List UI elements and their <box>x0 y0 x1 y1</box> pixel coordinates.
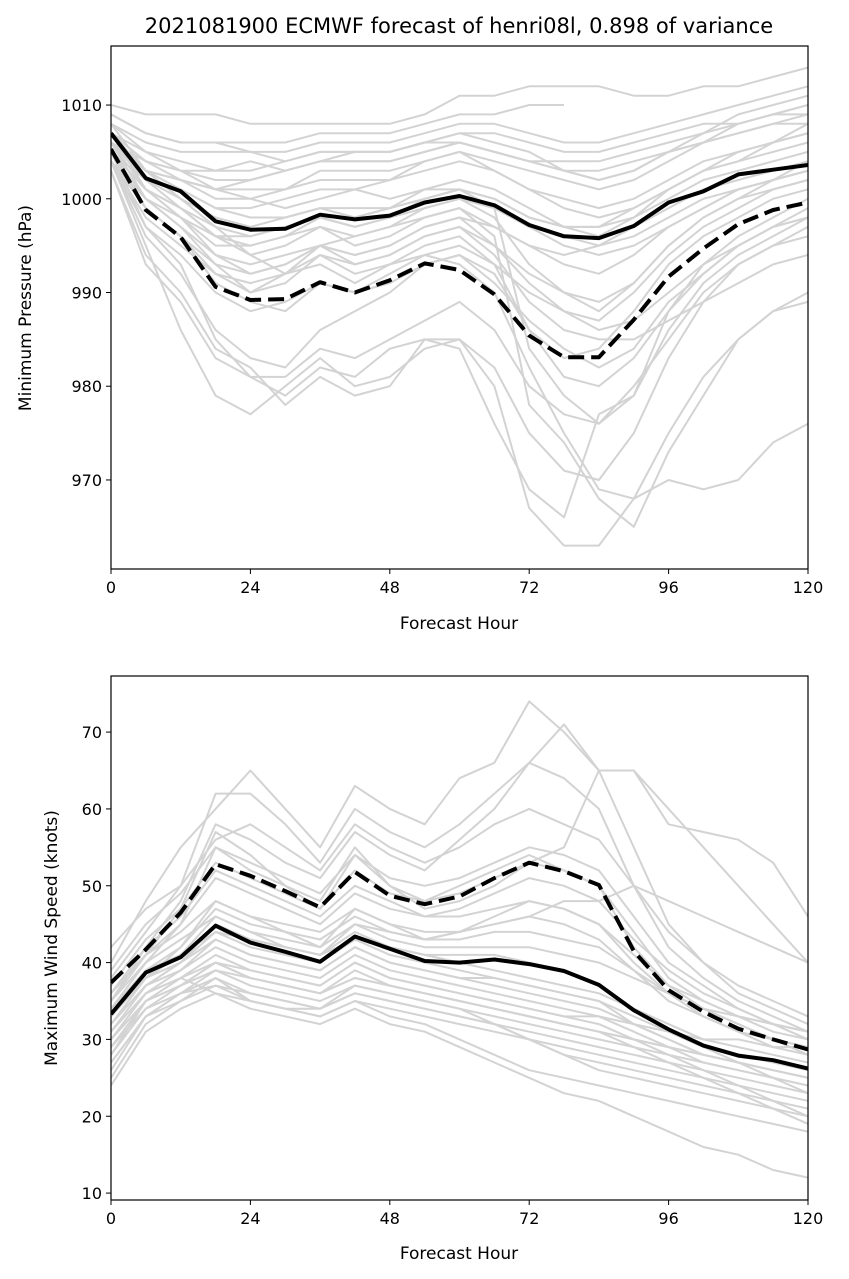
pressure-y-tick-label: 990 <box>71 284 102 303</box>
wind-panel: 0 24 48 72 96 120 10 20 30 40 50 60 70 Forecast Hou… <box>42 675 823 1264</box>
wind-ensemble-member-line <box>111 946 808 1087</box>
pressure-panel: 2021081900 ECMWF forecast of henri08l, 0… <box>16 14 823 634</box>
pressure-x-tick-label: 120 <box>793 578 824 597</box>
pressure-ensemble-member-line <box>111 132 808 219</box>
pressure-ensemble-member-line <box>111 85 808 153</box>
wind-ensemble-member-line <box>111 723 808 994</box>
wind-y-tick-label: 40 <box>82 954 102 973</box>
wind-x-tick-label: 96 <box>658 1209 678 1228</box>
pressure-x-tick-label: 72 <box>519 578 539 597</box>
wind-axes-frame <box>110 675 809 1201</box>
wind-ensemble-member-line <box>111 977 808 1110</box>
pressure-ensemble-member-line <box>111 104 564 144</box>
pressure-x-tick-label: 0 <box>106 578 116 597</box>
wind-x-tick-label: 24 <box>240 1209 260 1228</box>
pressure-x-axis-label: Forecast Hour <box>400 614 518 634</box>
wind-ensemble-member-line <box>111 869 808 1033</box>
wind-ensemble-member-line <box>111 900 808 1049</box>
pressure-ensemble-member-line <box>111 104 808 163</box>
pressure-ensemble-member-line <box>111 122 808 172</box>
pressure-solid-line <box>111 131 808 241</box>
wind-y-tick-label: 60 <box>82 800 102 819</box>
wind-y-tick-label: 30 <box>82 1030 102 1049</box>
pressure-ensemble-member-line <box>111 160 808 369</box>
pressure-y-tick-label: 980 <box>71 377 102 396</box>
wind-x-tick-label: 72 <box>519 1209 539 1228</box>
pressure-ensemble-member-line <box>111 160 808 500</box>
wind-x-axis-label: Forecast Hour <box>400 1244 518 1264</box>
wind-ensemble-member-line <box>111 877 808 1041</box>
wind-ensemble-member-line <box>111 700 808 1026</box>
wind-y-tick-label: 10 <box>82 1184 102 1203</box>
pressure-ensemble-member-line <box>111 141 808 360</box>
wind-ensemble-member-line <box>111 961 808 1049</box>
pressure-axes-frame <box>110 45 809 570</box>
wind-ensemble-member-line <box>111 984 808 1095</box>
pressure-x-tick-label: 96 <box>658 578 678 597</box>
pressure-ensemble-member-line <box>111 160 808 303</box>
wind-y-tick-label: 20 <box>82 1107 102 1126</box>
pressure-dashed-line <box>111 148 808 360</box>
wind-y-ticks: 10 20 30 40 50 60 70 <box>82 723 111 1203</box>
pressure-ensemble-member-line <box>111 170 808 547</box>
wind-x-tick-label: 0 <box>106 1209 116 1228</box>
pressure-y-ticks: 970 980 990 1000 1010 <box>61 96 111 490</box>
pressure-chart-title: 2021081900 ECMWF forecast of henri08l, 0… <box>145 14 773 38</box>
wind-y-tick-label: 50 <box>82 877 102 896</box>
wind-solid-line <box>111 923 808 1071</box>
wind-ensemble-member-line <box>111 761 808 1033</box>
pressure-y-tick-label: 1000 <box>61 190 102 209</box>
pressure-x-tick-label: 48 <box>380 578 400 597</box>
wind-x-tick-label: 120 <box>793 1209 824 1228</box>
wind-ensemble-member-line <box>111 977 808 1133</box>
wind-y-axis-label: Maximum Wind Speed (knots) <box>42 810 62 1066</box>
pressure-ensemble-member-line <box>111 151 808 528</box>
wind-ensemble-member-line <box>111 984 808 1102</box>
pressure-y-axis-label: Minimum Pressure (hPa) <box>16 205 36 411</box>
pressure-x-ticks: 0 24 48 72 96 120 <box>106 569 823 597</box>
wind-ensemble-member-line <box>111 938 808 1079</box>
wind-ensemble-member-line <box>111 969 808 1125</box>
pressure-ensemble-member-line <box>111 170 808 425</box>
pressure-x-tick-label: 24 <box>240 578 260 597</box>
wind-ensemble-member-line <box>111 992 808 1179</box>
wind-ensemble-member-line <box>111 846 808 1049</box>
wind-ensemble-member-line <box>111 846 808 1033</box>
wind-ensemble-member-line <box>111 807 808 1018</box>
pressure-ensemble-member-line <box>111 151 808 519</box>
wind-dashed-line <box>111 860 808 1052</box>
pressure-series-group <box>111 66 808 547</box>
pressure-ensemble-member-line <box>111 66 808 125</box>
pressure-y-tick-label: 970 <box>71 471 102 490</box>
wind-x-tick-label: 48 <box>380 1209 400 1228</box>
pressure-y-tick-label: 1010 <box>61 96 102 115</box>
wind-series-group <box>111 700 808 1179</box>
pressure-ensemble-member-line <box>111 151 808 247</box>
pressure-ensemble-member-line <box>111 151 808 331</box>
wind-x-ticks: 0 24 48 72 96 120 <box>106 1200 823 1228</box>
wind-y-tick-label: 70 <box>82 723 102 742</box>
wind-ensemble-member-line <box>111 769 808 1002</box>
pressure-ensemble-member-line <box>111 123 808 210</box>
